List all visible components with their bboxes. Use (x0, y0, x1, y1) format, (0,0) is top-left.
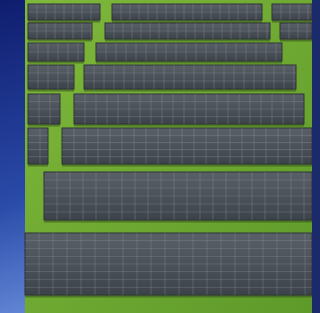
solar-panel-row (96, 43, 282, 63)
solar-panel-row (84, 65, 296, 91)
panel-rows (25, 4, 312, 297)
solar-panel-row (74, 94, 304, 126)
solar-panel-row (105, 23, 270, 41)
solar-panel-row (112, 4, 262, 22)
solar-panel-row (62, 128, 312, 166)
solar-panel-row (28, 65, 74, 91)
solar-panel-row (28, 4, 100, 22)
panel (28, 65, 74, 89)
solar-panel-row (28, 23, 92, 41)
solar-panel-row (272, 4, 312, 22)
solar-panel-row (280, 23, 312, 41)
panel (62, 128, 312, 164)
page: (() => { const ns = 'http://www.w3.org/2… (0, 0, 312, 313)
panel (28, 128, 48, 164)
solar-panel-row (25, 233, 312, 297)
solar-panel-row (44, 172, 312, 222)
solar-panel-row (28, 94, 60, 126)
photo (0, 0, 312, 313)
solar-panel-row (28, 43, 84, 63)
solar-panel-row (28, 128, 48, 166)
